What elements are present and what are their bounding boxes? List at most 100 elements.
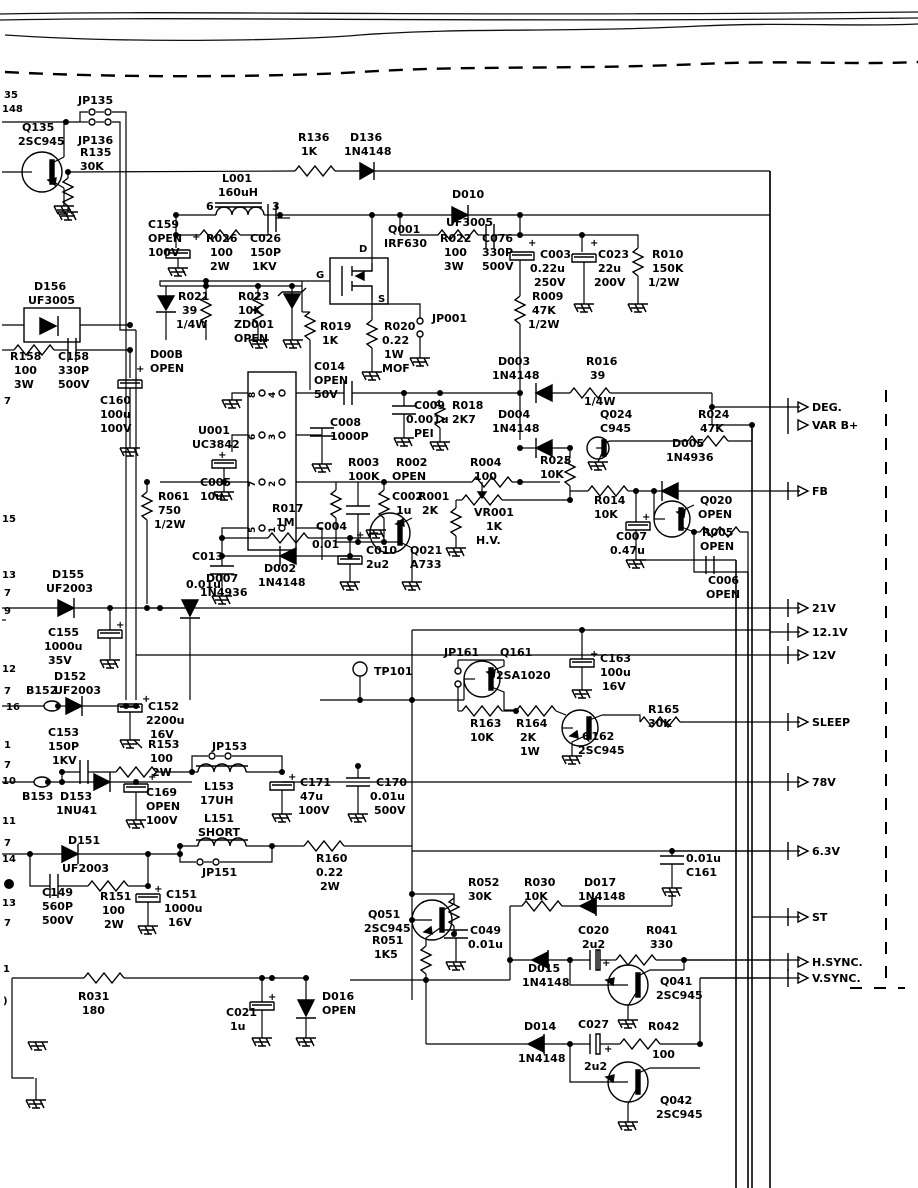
- svg-text:30K: 30K: [468, 890, 492, 903]
- svg-text:UC3842: UC3842: [192, 438, 240, 451]
- svg-text:560P: 560P: [42, 900, 73, 913]
- svg-text:1N4148: 1N4148: [344, 145, 391, 158]
- l001-inductor: L001 160uH 6 3: [176, 172, 280, 216]
- jp151-jumper[interactable]: JP151: [179, 846, 273, 879]
- ground-r010: [627, 303, 648, 313]
- svg-text:2u2: 2u2: [584, 1060, 607, 1073]
- d015-diode: D015 1N4148: [507, 950, 573, 989]
- left-edge-dot: [4, 879, 14, 889]
- r020-resistor: R020 0.22 1W MOF: [361, 319, 416, 381]
- svg-text:2W: 2W: [104, 918, 124, 931]
- svg-text:R018: R018: [452, 399, 483, 412]
- jp135-jumper[interactable]: JP135: [77, 94, 127, 132]
- left-edge-pin-numbers: 35 148 7 15 13 7 9 12 7 16 1 7 10 11 7 1…: [2, 90, 23, 1007]
- ground-d016: [295, 1037, 316, 1047]
- c076-cap: C076 330P 500V: [482, 215, 523, 273]
- jp001-jumper[interactable]: JP001: [409, 312, 467, 367]
- r004-resistor: R004 100: [470, 456, 560, 489]
- c152-cap: C152 2200u 16V +: [117, 694, 184, 749]
- svg-text:150P: 150P: [48, 740, 79, 753]
- svg-text:D007: D007: [206, 572, 238, 585]
- svg-text:1N4936: 1N4936: [666, 451, 714, 464]
- svg-text:R158: R158: [10, 350, 41, 363]
- d005-diode: D005 1N4936: [636, 437, 714, 501]
- tp101-testpoint[interactable]: TP101: [320, 661, 415, 703]
- svg-text:B153: B153: [22, 790, 53, 803]
- r016-resistor: R016 39 1/4W: [569, 355, 713, 425]
- output-label: 78V: [812, 776, 836, 789]
- c160-cap: C160 100u 100V +: [100, 350, 144, 457]
- output-terminal-var-b: VAR B+: [787, 416, 858, 434]
- svg-text:1N4936: 1N4936: [200, 586, 248, 599]
- output-label: VAR B+: [812, 419, 858, 432]
- svg-text:250V: 250V: [534, 276, 566, 289]
- svg-text:R019: R019: [320, 320, 351, 333]
- l153-inductor: L153 17UH: [189, 763, 285, 807]
- svg-text:L151: L151: [204, 812, 234, 825]
- svg-text:0.01u: 0.01u: [370, 790, 405, 803]
- svg-text:R061: R061: [158, 490, 189, 503]
- ground-c155: [99, 659, 120, 669]
- svg-text:1N4148: 1N4148: [522, 976, 569, 989]
- output-label: SLEEP: [812, 716, 850, 729]
- c171-cap: C171 47u 100V +: [269, 772, 331, 823]
- svg-text:1K: 1K: [301, 145, 318, 158]
- c027-cap: C027 2u2 +: [570, 1018, 620, 1073]
- q021-transistor: Q021 A733: [369, 512, 442, 571]
- svg-text:C027: C027: [578, 1018, 609, 1031]
- svg-text:+: +: [142, 694, 150, 705]
- svg-text:+: +: [642, 512, 650, 523]
- svg-text:47u: 47u: [300, 790, 323, 803]
- jp153-jumper[interactable]: JP153: [191, 740, 283, 772]
- r022-resistor: R022 100 3W: [399, 215, 486, 273]
- svg-text:Q042: Q042: [660, 1094, 692, 1107]
- svg-text:OPEN: OPEN: [698, 508, 732, 521]
- jp161-jumper[interactable]: JP161: [443, 646, 479, 711]
- svg-text:1NU41: 1NU41: [56, 804, 97, 817]
- svg-text:R020: R020: [384, 320, 416, 333]
- svg-text:R151: R151: [100, 890, 131, 903]
- svg-text:39: 39: [182, 304, 197, 317]
- svg-text:100: 100: [444, 246, 467, 259]
- svg-text:C945: C945: [600, 422, 631, 435]
- svg-text:7: 7: [4, 588, 11, 599]
- r153-resistor: R153 100 2W: [92, 738, 192, 779]
- svg-text:OPEN: OPEN: [314, 374, 348, 387]
- svg-text:2SA1020: 2SA1020: [496, 669, 551, 682]
- r019-resistor: R019 1K: [301, 281, 351, 390]
- svg-text:H.V.: H.V.: [476, 534, 501, 547]
- svg-text:1KV: 1KV: [52, 754, 77, 767]
- d017-diode: D017 1N4148: [578, 876, 672, 916]
- jp136-jumper[interactable]: JP136: [77, 118, 121, 147]
- svg-text:R026: R026: [206, 232, 238, 245]
- ground-q041: [617, 1019, 638, 1029]
- n3: [289, 283, 295, 289]
- svg-text:C006: C006: [708, 574, 739, 587]
- svg-text:47K: 47K: [532, 304, 556, 317]
- c153-cap: C153 150P 1KV: [48, 726, 92, 784]
- svg-text:D136: D136: [350, 131, 382, 144]
- svg-text:D153: D153: [60, 790, 92, 803]
- svg-text:1000u: 1000u: [164, 902, 202, 915]
- r042-resistor: R042 100: [619, 977, 770, 1061]
- vr001-pot[interactable]: VR001 1K H.V.: [456, 482, 540, 547]
- svg-text:JP136: JP136: [77, 134, 113, 147]
- svg-text:3: 3: [268, 434, 278, 440]
- svg-text:C161: C161: [686, 866, 717, 879]
- svg-text:C002: C002: [392, 490, 423, 503]
- svg-text:JP153: JP153: [211, 740, 247, 753]
- svg-text:R136: R136: [298, 131, 330, 144]
- r009-resistor: R009 47K 1/2W: [513, 290, 563, 440]
- svg-text:1000u: 1000u: [44, 640, 82, 653]
- svg-text:R042: R042: [648, 1020, 679, 1033]
- svg-text:R010: R010: [652, 248, 684, 261]
- svg-text:12: 12: [2, 664, 16, 675]
- svg-text:7: 7: [4, 686, 11, 697]
- svg-text:1W: 1W: [520, 745, 540, 758]
- svg-text:R002: R002: [396, 456, 427, 469]
- ground-jp001: [409, 357, 430, 367]
- svg-text:180: 180: [82, 1004, 105, 1017]
- svg-text:D002: D002: [264, 562, 296, 575]
- svg-text:5: 5: [248, 527, 258, 533]
